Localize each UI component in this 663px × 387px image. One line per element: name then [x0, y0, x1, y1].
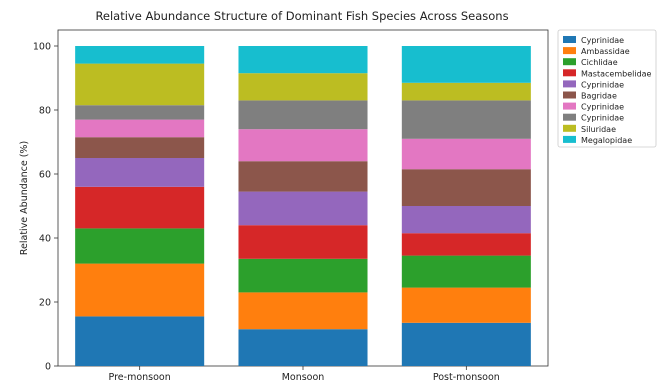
bar-monsoon-series-1 [238, 292, 368, 330]
bar-pre-monsoon-series-5 [75, 137, 205, 158]
legend-swatch [563, 69, 576, 77]
legend-swatch [563, 91, 576, 99]
bar-post-monsoon-series-5 [401, 169, 531, 206]
y-tick-label: 40 [39, 234, 51, 245]
legend-swatch [563, 124, 576, 132]
y-tick-label: 60 [39, 170, 51, 181]
bar-monsoon-series-6 [238, 129, 368, 162]
x-tick-label: Monsoon [282, 372, 325, 383]
legend-swatch [563, 47, 576, 55]
x-tick-label: Pre-monsoon [109, 372, 171, 383]
legend-swatch [563, 80, 576, 88]
legend-label: Cyprinidae [581, 103, 624, 112]
bar-post-monsoon-series-6 [401, 138, 531, 170]
bars [75, 46, 531, 366]
legend-label: Cyprinidae [581, 80, 624, 89]
y-tick-label: 100 [33, 42, 51, 53]
bar-monsoon-series-4 [238, 191, 368, 226]
bar-post-monsoon-series-8 [401, 82, 531, 101]
legend-label: Ambassidae [581, 47, 630, 56]
bar-post-monsoon-series-1 [401, 287, 531, 323]
legend-label: Mastacembelidae [581, 69, 652, 78]
bar-monsoon-series-0 [238, 329, 368, 366]
legend-swatch [563, 36, 576, 43]
bar-monsoon-series-8 [238, 73, 368, 101]
bar-pre-monsoon-series-7 [75, 105, 205, 120]
bar-pre-monsoon-series-9 [75, 46, 205, 64]
bar-pre-monsoon-series-1 [75, 263, 205, 317]
bar-monsoon-series-2 [238, 258, 368, 293]
chart-title: Relative Abundance Structure of Dominant… [95, 9, 508, 23]
bar-pre-monsoon-series-4 [75, 158, 205, 187]
bar-pre-monsoon-series-6 [75, 119, 205, 138]
y-tick-label: 20 [39, 298, 51, 309]
legend-label: Cyprinidae [581, 36, 624, 45]
bar-post-monsoon-series-2 [401, 255, 531, 288]
x-tick-label: Post-monsoon [433, 372, 500, 383]
y-tick-label: 0 [45, 362, 51, 373]
legend-label: Cichlidae [581, 58, 618, 67]
bar-monsoon-series-7 [238, 100, 368, 130]
legend-label: Bagridae [581, 92, 617, 101]
bar-pre-monsoon-series-0 [75, 316, 205, 366]
legend-box [557, 29, 657, 148]
bar-post-monsoon-series-0 [401, 322, 531, 366]
bar-pre-monsoon-series-3 [75, 186, 205, 229]
bar-post-monsoon-series-7 [401, 100, 531, 139]
legend-swatch [563, 135, 576, 143]
legend-label: Cyprinidae [581, 114, 624, 123]
bar-post-monsoon-series-4 [401, 206, 531, 234]
legend-swatch [563, 102, 576, 110]
legend-swatch [563, 113, 576, 121]
legend: Cyprinidae Ambassidae Cichlidae Mastacembel… [557, 29, 657, 148]
bar-monsoon-series-5 [238, 161, 368, 192]
bar-post-monsoon-series-9 [401, 46, 531, 83]
bar-post-monsoon-series-3 [401, 233, 531, 256]
legend-label: Siluridae [581, 125, 616, 134]
bar-pre-monsoon-series-2 [75, 228, 205, 264]
y-tick-label: 80 [39, 106, 51, 117]
y-axis-label: Relative Abundance (%) [19, 141, 30, 255]
bar-pre-monsoon-series-8 [75, 63, 205, 106]
bar-monsoon-series-9 [238, 46, 368, 74]
bar-monsoon-series-3 [238, 225, 368, 259]
legend-swatch [563, 58, 576, 66]
axis-ticks: 0 20 40 60 80 100 Pre-monsoon Monsoon Post-monso… [33, 42, 500, 384]
legend-label: Megalopidae [581, 136, 632, 145]
